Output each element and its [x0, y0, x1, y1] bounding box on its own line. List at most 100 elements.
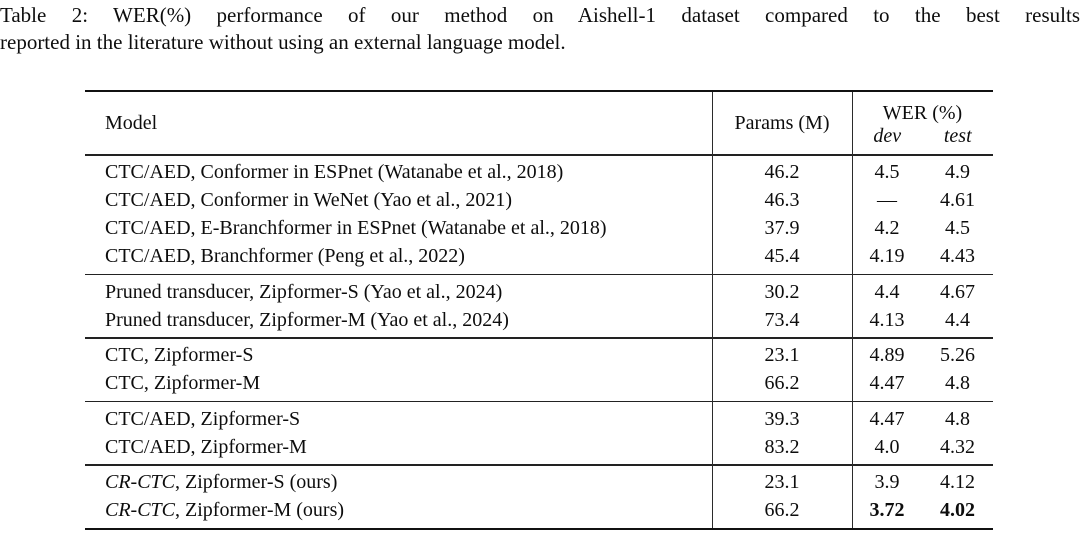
cell-wer-dev: 3.72	[869, 499, 905, 522]
header-divider	[85, 154, 993, 156]
cell-wer-test: 4.67	[940, 280, 975, 303]
model-name: , Zipformer-S (ours)	[175, 471, 338, 494]
cell-params: 45.4	[764, 245, 800, 268]
cell-model: CTC, Zipformer-S	[85, 344, 712, 367]
cell-params: 37.9	[764, 217, 800, 240]
model-name: CTC, Zipformer-M	[105, 372, 261, 395]
table-section: CTC/AED, Conformer in ESPnet (Watanabe e…	[85, 156, 993, 274]
cell-model: Pruned transducer, Zipformer-M (Yao et a…	[85, 309, 712, 332]
cell-wer-test: 4.5	[945, 217, 970, 240]
cell-params: 30.2	[764, 280, 800, 303]
cell-wer-dev: 4.2	[874, 217, 900, 240]
table-body: CTC/AED, Conformer in ESPnet (Watanabe e…	[85, 156, 993, 528]
model-name: CTC/AED, Zipformer-S	[105, 407, 301, 430]
cell-model: CTC/AED, Branchformer (Peng et al., 2022…	[85, 245, 712, 268]
cell-params: 83.2	[764, 435, 800, 458]
cell-wer-dev: 4.89	[869, 344, 905, 367]
table-row: CR-CTC, Zipformer-S (ours) 23.1 3.9 4.12	[85, 469, 993, 497]
cell-wer-test: 4.8	[945, 372, 970, 395]
column-header-model: Model	[105, 111, 158, 134]
model-name-italic-prefix: CR-CTC	[105, 471, 176, 494]
table-row: CTC, Zipformer-S 23.1 4.89 5.26	[85, 342, 993, 370]
cell-params: 46.2	[764, 161, 800, 184]
cell-model: CTC/AED, Zipformer-S	[85, 408, 712, 431]
cell-wer-test: 4.02	[940, 499, 975, 522]
table-row: CTC, Zipformer-M 66.2 4.47 4.8	[85, 370, 993, 398]
cell-wer-test: 4.4	[945, 308, 970, 331]
table-row: CTC/AED, Zipformer-S 39.3 4.47 4.8	[85, 405, 993, 433]
cell-wer-dev: 4.47	[869, 407, 905, 430]
model-name: CTC/AED, E-Branchformer in ESPnet (Watan…	[105, 217, 607, 240]
cell-wer-test: 4.12	[940, 471, 975, 494]
model-name: CTC, Zipformer-S	[105, 344, 254, 367]
table-row: CTC/AED, Conformer in WeNet (Yao et al.,…	[85, 187, 993, 215]
cell-params: 23.1	[764, 344, 800, 367]
table-row: Pruned transducer, Zipformer-S (Yao et a…	[85, 278, 993, 306]
vertical-rule-model-params	[712, 92, 714, 528]
caption-line-2: reported in the literature without using…	[0, 30, 566, 54]
cell-model: CR-CTC, Zipformer-M (ours)	[85, 499, 712, 522]
table-row: CTC/AED, Conformer in ESPnet (Watanabe e…	[85, 159, 993, 187]
table-caption: Table 2: WER(%) performance of our metho…	[0, 2, 1080, 56]
column-header-wer: WER (%)	[882, 101, 963, 124]
table-header-row: Model Params (M) WER (%) dev test	[85, 92, 993, 154]
cell-params: 66.2	[764, 499, 800, 522]
section-divider	[85, 400, 993, 403]
cell-model: CTC/AED, Conformer in ESPnet (Watanabe e…	[85, 161, 712, 184]
cell-wer-test: 4.32	[940, 435, 975, 458]
cell-wer-dev: 4.0	[874, 435, 900, 458]
column-header-test: test	[943, 124, 972, 147]
cell-params: 23.1	[764, 471, 800, 494]
table-section: Pruned transducer, Zipformer-S (Yao et a…	[85, 275, 993, 337]
model-name: CTC/AED, Conformer in WeNet (Yao et al.,…	[105, 189, 513, 212]
table-section: CR-CTC, Zipformer-S (ours) 23.1 3.9 4.12…	[85, 466, 993, 528]
cell-wer-dev: 4.4	[874, 280, 900, 303]
vertical-rule-params-wer	[852, 92, 854, 528]
model-name: CTC/AED, Zipformer-M	[105, 435, 307, 458]
model-name: CTC/AED, Conformer in ESPnet (Watanabe e…	[105, 161, 564, 184]
cell-model: CTC, Zipformer-M	[85, 372, 712, 395]
table-row: CTC/AED, Branchformer (Peng et al., 2022…	[85, 243, 993, 271]
results-table: Model Params (M) WER (%) dev test CTC/AE…	[85, 90, 993, 530]
table-row: CTC/AED, Zipformer-M 83.2 4.0 4.32	[85, 433, 993, 461]
cell-wer-test: 5.26	[940, 344, 975, 367]
cell-wer-test: 4.8	[945, 407, 970, 430]
cell-params: 46.3	[764, 189, 800, 212]
caption-line-1: Table 2: WER(%) performance of our metho…	[0, 3, 1080, 27]
model-name: Pruned transducer, Zipformer-M (Yao et a…	[105, 308, 509, 331]
cell-params: 73.4	[764, 308, 800, 331]
cell-model: Pruned transducer, Zipformer-S (Yao et a…	[85, 281, 712, 304]
model-name: Pruned transducer, Zipformer-S (Yao et a…	[105, 280, 503, 303]
cell-wer-test: 4.9	[945, 161, 970, 184]
table-section: CTC/AED, Zipformer-S 39.3 4.47 4.8 CTC/A…	[85, 402, 993, 464]
section-divider	[85, 273, 993, 276]
cell-wer-dev: 4.13	[869, 308, 905, 331]
cell-model: CTC/AED, Conformer in WeNet (Yao et al.,…	[85, 189, 712, 212]
table-row: CTC/AED, E-Branchformer in ESPnet (Watan…	[85, 215, 993, 243]
section-divider	[85, 464, 993, 466]
table-section: CTC, Zipformer-S 23.1 4.89 5.26 CTC, Zip…	[85, 339, 993, 401]
model-name: , Zipformer-M (ours)	[175, 499, 345, 522]
cell-wer-dev: 4.47	[869, 372, 905, 395]
cell-wer-dev: —	[877, 189, 897, 212]
section-divider	[85, 337, 993, 339]
column-header-dev: dev	[873, 124, 902, 147]
cell-wer-dev: 4.5	[874, 161, 900, 184]
model-name-italic-prefix: CR-CTC	[105, 499, 176, 522]
cell-params: 39.3	[764, 407, 800, 430]
cell-model: CTC/AED, E-Branchformer in ESPnet (Watan…	[85, 217, 712, 240]
wer-subheaders: dev test	[852, 125, 993, 148]
cell-wer-dev: 4.19	[869, 245, 905, 268]
cell-params: 66.2	[764, 372, 800, 395]
model-name: CTC/AED, Branchformer (Peng et al., 2022…	[105, 245, 465, 268]
table-row: CR-CTC, Zipformer-M (ours) 66.2 3.72 4.0…	[85, 497, 993, 525]
cell-wer-dev: 3.9	[874, 471, 900, 494]
cell-model: CR-CTC, Zipformer-S (ours)	[85, 471, 712, 494]
cell-wer-test: 4.43	[940, 245, 975, 268]
cell-wer-test: 4.61	[940, 189, 975, 212]
column-header-params: Params (M)	[734, 111, 830, 134]
cell-model: CTC/AED, Zipformer-M	[85, 436, 712, 459]
table-row: Pruned transducer, Zipformer-M (Yao et a…	[85, 306, 993, 334]
column-header-wer-group: WER (%) dev test	[852, 92, 993, 154]
